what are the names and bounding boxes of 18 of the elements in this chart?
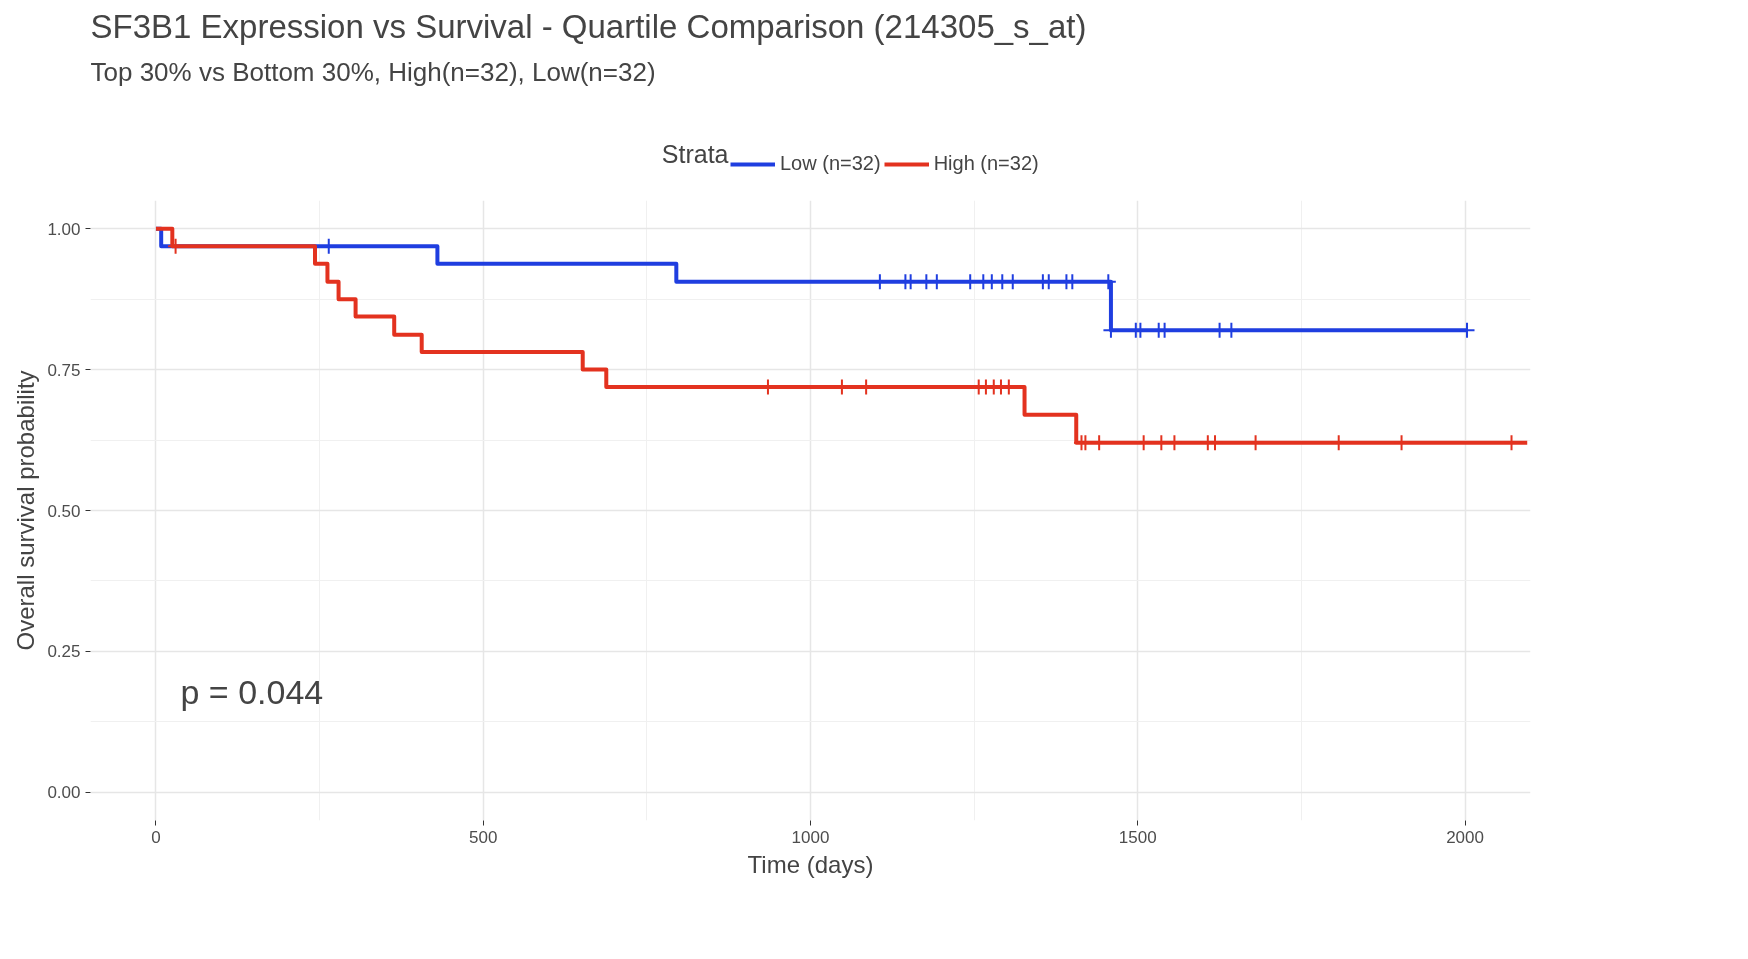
x-tick-label: 1500: [1118, 827, 1157, 847]
y-tick-label: 1.00: [47, 219, 81, 239]
y-tick-label: 0.00: [47, 783, 81, 803]
legend-label: Low (n=32): [780, 152, 881, 175]
y-tick-label: 0.75: [47, 360, 81, 380]
y-tick-label: 0.25: [47, 642, 81, 662]
chart-subtitle: Top 30% vs Bottom 30%, High(n=32), Low(n=32): [90, 56, 656, 87]
x-axis-title: Time (days): [747, 850, 874, 878]
x-tick-label: 2000: [1446, 827, 1484, 847]
annotation: p = 0.044: [180, 672, 324, 711]
x-tick-label: 0: [151, 827, 161, 847]
y-axis-title: Overall survival probability: [12, 370, 40, 651]
legend-label: High (n=32): [933, 152, 1039, 175]
y-tick-label: 0.50: [47, 501, 81, 521]
legend-title: Strata: [661, 139, 729, 168]
chart-title: SF3B1 Expression vs Survival - Quartile Comparison (214305_s_at): [90, 7, 1087, 45]
x-tick-label: 500: [469, 827, 498, 847]
x-tick-label: 1000: [791, 827, 830, 847]
